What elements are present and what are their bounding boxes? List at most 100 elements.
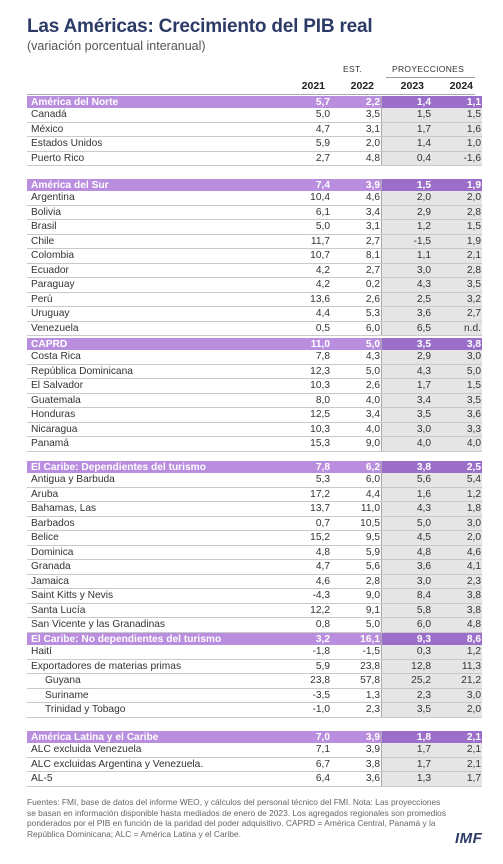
country-name: ALC excluida Venezuela <box>27 743 281 758</box>
country-name: Argentina <box>27 191 281 206</box>
region-block: El Caribe: No dependientes del turismo 3,… <box>27 633 482 718</box>
country-name: Honduras <box>27 407 281 423</box>
region-block: El Caribe: Dependientes del turismo 7,8 6,… <box>27 461 482 633</box>
table-row: Honduras 12,5 3,4 3,5 3,6 <box>27 407 482 423</box>
growth-value: 4,7 <box>281 122 331 137</box>
growth-value: 3,6 <box>381 559 432 575</box>
region-name: América del Norte <box>27 96 281 108</box>
growth-value: 5,0 <box>281 108 331 123</box>
growth-value: 1,8 <box>432 501 482 517</box>
region-name: América del Sur <box>27 179 281 191</box>
country-name: Ecuador <box>27 263 281 278</box>
growth-value: 7,8 <box>281 350 331 365</box>
growth-value: 16,1 <box>331 633 382 645</box>
growth-value: 5,9 <box>281 659 331 674</box>
table-row: Santa Lucía 12,2 9,1 5,8 3,8 <box>27 603 482 618</box>
table-row: El Salvador 10,3 2,6 1,7 1,5 <box>27 378 482 394</box>
page-title: Las Américas: Crecimiento del PIB real <box>27 16 373 37</box>
growth-value: 2,8 <box>331 574 382 589</box>
country-name: AL-5 <box>27 771 281 787</box>
region-header-row: América del Norte 5,7 2,2 1,4 1,1 <box>27 96 482 108</box>
growth-value: 4,6 <box>281 574 331 589</box>
table-row: Bolivia 6,1 3,4 2,9 2,8 <box>27 205 482 220</box>
growth-value: 4,8 <box>331 151 382 166</box>
growth-value: 3,9 <box>331 743 382 758</box>
year-2024: 2024 <box>449 80 473 92</box>
table-row: Dominica 4,8 5,9 4,8 4,6 <box>27 545 482 560</box>
region-header-row: CAPRD 11,0 5,0 3,5 3,8 <box>27 338 482 350</box>
growth-value: 4,2 <box>281 277 331 293</box>
growth-value: 3,5 <box>331 108 382 123</box>
table-row: ALC excluida Venezuela 7,1 3,9 1,7 2,1 <box>27 743 482 758</box>
table-row: Trinidad y Tobago -1,0 2,3 3,5 2,0 <box>27 702 482 718</box>
region-block: América Latina y el Caribe 7,0 3,9 1,8 2,1 AL… <box>27 731 482 787</box>
growth-value: 10,3 <box>281 422 331 437</box>
growth-value: 1,5 <box>381 179 432 191</box>
country-name: Guyana <box>27 673 281 689</box>
growth-value: 15,3 <box>281 436 331 452</box>
table-row: Haití -1,8 -1,5 0,3 1,2 <box>27 645 482 660</box>
country-name: Chile <box>27 234 281 249</box>
growth-value: 4,7 <box>281 559 331 575</box>
growth-value: 1,5 <box>432 219 482 235</box>
growth-value: 11,3 <box>432 659 482 674</box>
growth-value: 4,3 <box>381 277 432 293</box>
growth-value: 2,0 <box>432 530 482 546</box>
country-name: Dominica <box>27 545 281 560</box>
growth-value: 1,7 <box>381 757 432 772</box>
growth-value: 4,3 <box>381 501 432 517</box>
growth-value: 3,2 <box>281 633 331 645</box>
growth-value: 3,2 <box>432 292 482 307</box>
growth-value: 3,4 <box>331 407 382 423</box>
table-row: Costa Rica 7,8 4,3 2,9 3,0 <box>27 350 482 365</box>
growth-value: 4,3 <box>381 364 432 379</box>
growth-value: 2,1 <box>432 248 482 264</box>
growth-value: 4,0 <box>331 422 382 437</box>
country-name: México <box>27 122 281 137</box>
growth-value: 4,8 <box>281 545 331 560</box>
growth-value: 2,1 <box>432 743 482 758</box>
growth-value: 1,3 <box>381 771 432 787</box>
growth-value: 7,1 <box>281 743 331 758</box>
growth-value: 13,6 <box>281 292 331 307</box>
growth-value: 1,7 <box>432 771 482 787</box>
growth-value: 4,0 <box>381 436 432 452</box>
growth-value: 1,2 <box>432 487 482 502</box>
growth-value: 7,4 <box>281 179 331 191</box>
growth-value: 4,6 <box>432 545 482 560</box>
growth-value: 0,3 <box>381 645 432 660</box>
country-name: República Dominicana <box>27 364 281 379</box>
country-name: Saint Kitts y Nevis <box>27 588 281 604</box>
table-row: Guatemala 8,0 4,0 3,4 3,5 <box>27 393 482 408</box>
growth-value: 1,7 <box>381 122 432 137</box>
growth-value: 3,5 <box>381 407 432 423</box>
growth-value: 4,6 <box>331 191 382 206</box>
growth-value: 5,0 <box>331 338 382 350</box>
growth-value: 12,3 <box>281 364 331 379</box>
table-row: San Vicente y las Granadinas 0,8 5,0 6,0 4,8 <box>27 617 482 633</box>
growth-value: 11,0 <box>281 338 331 350</box>
growth-value: 1,6 <box>381 487 432 502</box>
growth-value: 0,5 <box>281 321 331 336</box>
country-name: Bahamas, Las <box>27 501 281 517</box>
table-row: Ecuador 4,2 2,7 3,0 2,8 <box>27 263 482 278</box>
growth-value: 3,0 <box>432 688 482 703</box>
growth-value: 5,4 <box>432 473 482 488</box>
growth-value: 6,0 <box>381 617 432 633</box>
country-name: Bolivia <box>27 205 281 220</box>
growth-value: 0,2 <box>331 277 382 293</box>
growth-value: 2,6 <box>331 378 382 394</box>
region-name: El Caribe: No dependientes del turismo <box>27 633 281 645</box>
table-row: Aruba 17,2 4,4 1,6 1,2 <box>27 487 482 502</box>
growth-value: 2,9 <box>381 350 432 365</box>
table-row: Argentina 10,4 4,6 2,0 2,0 <box>27 191 482 206</box>
country-name: Brasil <box>27 219 281 235</box>
page-subtitle: (variación porcentual interanual) <box>27 39 206 53</box>
growth-value: 1,0 <box>432 136 482 152</box>
growth-value: 5,6 <box>381 473 432 488</box>
growth-value: 3,3 <box>432 422 482 437</box>
growth-value: 3,0 <box>432 350 482 365</box>
growth-value: 4,8 <box>381 545 432 560</box>
growth-value: 3,0 <box>381 422 432 437</box>
growth-value: 5,6 <box>331 559 382 575</box>
